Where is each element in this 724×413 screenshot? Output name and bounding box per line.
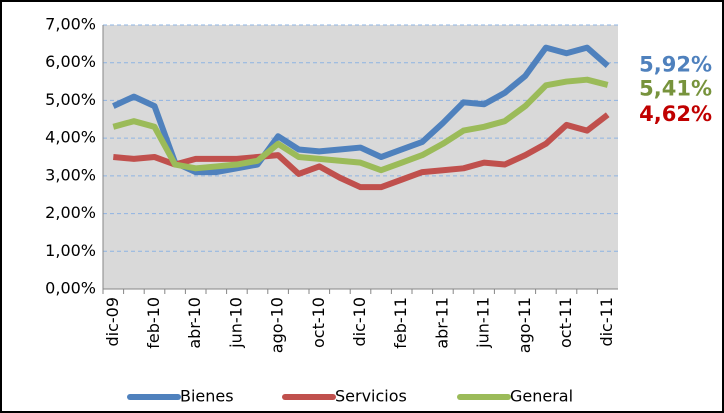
series-line <box>113 112 610 191</box>
y-tick-label: 7,00% <box>45 15 96 34</box>
series-line <box>112 76 609 174</box>
end-label: 5,41% <box>639 77 712 101</box>
x-tick-label: ago-10 <box>268 297 287 353</box>
x-tick-label: jun-11 <box>474 297 493 349</box>
legend-label: Servicios <box>335 387 407 406</box>
x-tick-label: oct-10 <box>309 297 328 348</box>
plot-area <box>103 25 618 289</box>
y-tick-label: 6,00% <box>45 52 96 71</box>
y-tick-label: 2,00% <box>45 203 96 222</box>
series-line <box>112 44 610 176</box>
x-tick-label: oct-11 <box>556 297 575 348</box>
x-tick-label: abr-11 <box>432 297 451 349</box>
x-tick-label: dic-09 <box>103 297 122 347</box>
legend-label: General <box>510 387 573 406</box>
x-tick-label: feb-11 <box>391 297 410 349</box>
x-tick-label: jun-10 <box>226 297 245 349</box>
x-tick-label: dic-11 <box>597 297 616 347</box>
y-tick-label: 3,00% <box>45 165 96 184</box>
x-tick-label: abr-10 <box>185 297 204 349</box>
x-tick-label: ago-11 <box>515 297 534 353</box>
end-label: 5,92% <box>639 53 712 77</box>
y-tick-label: 5,00% <box>45 90 96 109</box>
x-tick-label: feb-10 <box>144 297 163 349</box>
legend-label: Bienes <box>180 387 234 406</box>
y-tick-label: 1,00% <box>45 241 96 260</box>
y-tick-label: 4,00% <box>45 128 96 147</box>
end-label: 4,62% <box>639 102 712 126</box>
y-tick-label: 0,00% <box>45 279 96 298</box>
x-tick-label: dic-10 <box>350 297 369 347</box>
